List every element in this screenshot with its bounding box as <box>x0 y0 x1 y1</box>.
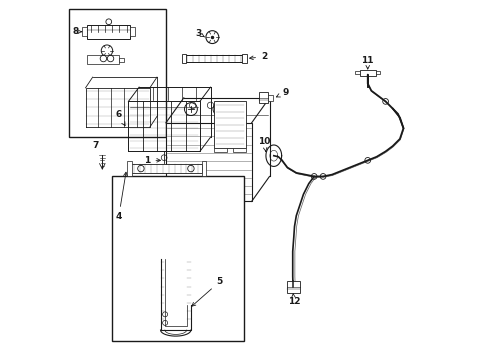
Bar <box>214 102 246 148</box>
Text: 4: 4 <box>115 172 127 221</box>
Text: 5: 5 <box>191 277 222 306</box>
Bar <box>165 123 251 202</box>
Text: 11: 11 <box>361 56 373 69</box>
Text: 7: 7 <box>93 141 99 150</box>
Text: 10: 10 <box>258 137 270 152</box>
Bar <box>359 70 375 76</box>
Bar <box>87 55 119 64</box>
Bar <box>87 24 130 39</box>
Text: 8: 8 <box>72 27 81 36</box>
Bar <box>354 71 359 74</box>
Bar <box>214 148 226 152</box>
Text: 9: 9 <box>276 88 288 97</box>
Bar <box>112 176 244 341</box>
Bar <box>130 164 201 173</box>
Bar <box>233 148 246 152</box>
Bar <box>286 282 299 293</box>
Bar <box>130 27 135 36</box>
Bar <box>267 95 272 101</box>
Bar <box>242 54 246 63</box>
Text: 3: 3 <box>195 29 204 38</box>
Bar <box>258 93 267 103</box>
Bar <box>127 161 131 176</box>
Bar <box>69 9 165 137</box>
Text: 1: 1 <box>144 156 160 165</box>
Bar <box>82 27 87 36</box>
Bar <box>119 58 123 62</box>
Text: 2: 2 <box>249 52 267 61</box>
Bar <box>375 71 380 74</box>
Text: 12: 12 <box>287 294 300 306</box>
Bar <box>183 55 244 62</box>
Bar <box>201 161 205 176</box>
Bar <box>181 54 185 63</box>
Text: 6: 6 <box>115 110 125 126</box>
